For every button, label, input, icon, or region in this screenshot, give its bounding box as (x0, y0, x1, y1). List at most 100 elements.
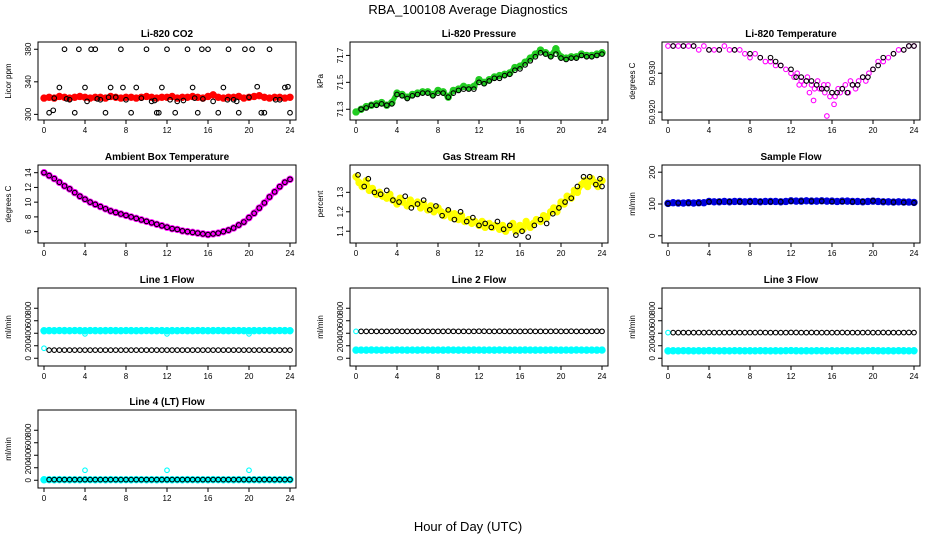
panel-line-3-flow: Line 3 Flow ml/min 0 4 8 12 16 20 24 0 20040060080… (628, 275, 921, 381)
data-point-open (701, 43, 707, 49)
data-point-open (174, 347, 181, 353)
data-point-open (537, 216, 544, 223)
data-point-open (399, 328, 405, 335)
panel-title: Ambient Box Temperature (105, 152, 230, 163)
data-point-open (788, 70, 794, 77)
data-point-open (184, 46, 191, 53)
data-point-open (105, 94, 112, 101)
data-point-open (829, 198, 835, 205)
data-point-open (706, 329, 712, 336)
panel-ambient-box-temperature: Ambient Box Temperature degrees C 0 4 8 12 16 2… (4, 152, 297, 258)
y-tick-label: 800 (336, 301, 345, 315)
plot-frame (349, 287, 609, 367)
data-point-open (481, 80, 487, 87)
data-point-open (588, 328, 595, 335)
x-tick-label: 4 (395, 126, 400, 135)
data-point-open (736, 198, 743, 205)
data-point-open (241, 219, 247, 225)
data-point-open (378, 101, 385, 107)
data-point-open (365, 175, 372, 182)
data-point-open (859, 198, 866, 205)
data-point-open (890, 329, 897, 336)
y-tick-label: 0 (24, 355, 33, 360)
y-tick-label: 200 (648, 165, 657, 179)
data-point-open (512, 67, 518, 74)
marks (40, 168, 294, 239)
data-point-open (373, 102, 380, 109)
x-tick-label: 20 (869, 126, 878, 135)
data-point-open (486, 78, 493, 84)
plot-frame (37, 287, 297, 367)
data-point-open (834, 89, 840, 96)
data-point-open (77, 347, 83, 353)
data-point-open (824, 113, 830, 119)
x-tick-label: 16 (204, 494, 213, 503)
data-point-open (578, 328, 585, 335)
data-point-open (189, 347, 196, 353)
data-point-open (94, 96, 101, 102)
panel-title: Li-820 Temperature (745, 29, 837, 40)
x-tick-label: 0 (42, 126, 47, 135)
data-point-open (51, 347, 58, 353)
data-point-open (844, 89, 851, 96)
marks (664, 197, 918, 208)
y-tick-label: 600 (24, 436, 33, 450)
data-point-open (404, 328, 411, 335)
data-point-open (522, 61, 528, 68)
x-tick-label: 12 (787, 372, 796, 381)
data-point-open (200, 96, 206, 102)
y-axis-label: degrees C (4, 185, 13, 222)
x-tick-label: 12 (163, 372, 172, 381)
data-point-open (798, 74, 805, 80)
data-point-open (246, 331, 252, 337)
data-point-open (205, 231, 211, 238)
data-point-open (200, 347, 206, 353)
data-point-open (813, 82, 820, 88)
data-point-open (82, 331, 88, 337)
x-tick-label: 24 (598, 372, 607, 381)
data-point-open (803, 329, 810, 336)
data-point-open (440, 90, 446, 96)
x-tick-label: 4 (83, 372, 88, 381)
data-point-open (562, 199, 568, 205)
y-tick-label: 300 (24, 107, 33, 121)
data-point-open (424, 328, 431, 335)
data-point-open (494, 218, 501, 225)
data-point-open (51, 175, 58, 182)
data-point-open (56, 84, 63, 91)
data-point-open (690, 43, 697, 49)
data-point-open (501, 72, 508, 79)
data-point-open (573, 328, 580, 335)
data-point-open (839, 198, 846, 205)
data-point-open (97, 347, 104, 353)
data-point-open (900, 329, 907, 336)
x-tick-label: 20 (245, 249, 254, 258)
data-point-open (409, 92, 416, 99)
y-tick-label: 0 (648, 233, 657, 238)
data-point-open (155, 109, 162, 116)
data-point-open (189, 84, 196, 91)
data-point-open (61, 46, 68, 53)
data-point-open (225, 46, 232, 53)
data-point-open (747, 54, 753, 61)
y-tick-label: 0 (336, 355, 345, 360)
data-point-open (414, 91, 421, 98)
data-point-open (875, 62, 881, 69)
data-point-open (465, 328, 472, 335)
data-point-open (767, 198, 774, 205)
marks (664, 329, 918, 355)
data-point-open (455, 328, 462, 335)
x-tick-label: 8 (124, 249, 129, 258)
data-point-open (224, 96, 231, 103)
data-point-open (488, 224, 495, 231)
x-tick-label: 8 (748, 126, 753, 135)
y-tick-label: 200 (648, 339, 657, 353)
data-point-open (450, 90, 457, 96)
y-tick-label: 800 (648, 301, 657, 315)
data-point-open (553, 51, 559, 57)
data-point-open (394, 328, 400, 335)
data-point-open (92, 201, 99, 208)
data-point-open (205, 347, 211, 353)
data-point-open (721, 329, 728, 336)
